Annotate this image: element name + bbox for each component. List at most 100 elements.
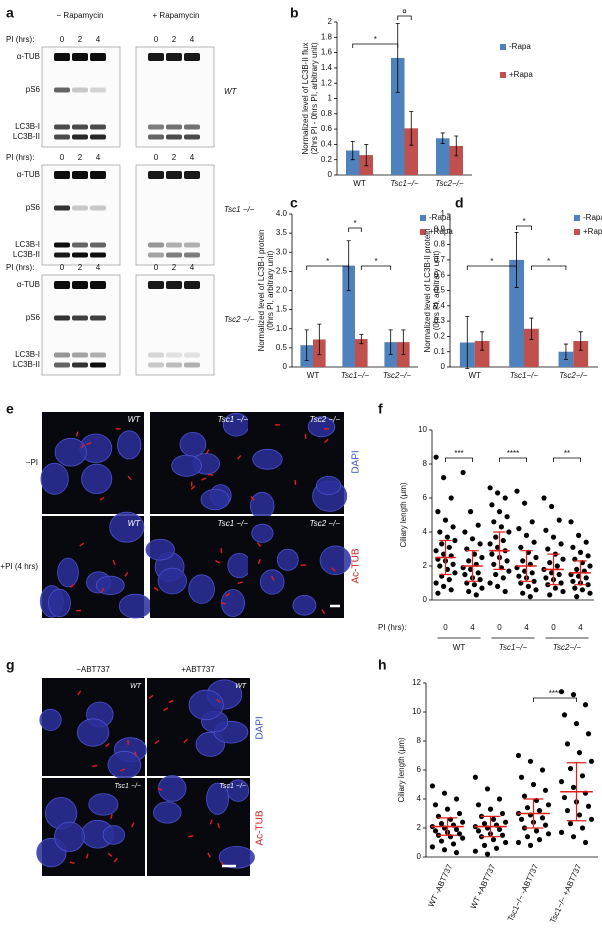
data-point xyxy=(430,783,435,788)
data-point xyxy=(451,841,456,846)
data-point xyxy=(452,570,457,575)
data-point xyxy=(491,519,496,524)
panel-label: e xyxy=(6,401,14,417)
y-tick-label: 3.5 xyxy=(276,228,288,237)
data-point xyxy=(462,572,467,577)
data-point xyxy=(497,509,502,514)
lane-label: 4 xyxy=(190,35,195,44)
data-point xyxy=(488,580,493,585)
y-tick-label: 10 xyxy=(418,425,427,434)
band xyxy=(148,125,164,130)
data-point xyxy=(574,594,579,599)
image-genotype: Tsc1 −/− xyxy=(219,783,246,790)
data-point xyxy=(485,786,490,791)
legend-label: -Rapa xyxy=(583,213,602,222)
data-point xyxy=(449,587,454,592)
band xyxy=(54,363,70,368)
y-tick-label: 2 xyxy=(417,823,422,832)
band xyxy=(54,253,70,258)
band xyxy=(72,206,88,211)
lane-label: 2 xyxy=(78,153,83,162)
data-point xyxy=(506,569,511,574)
data-point xyxy=(560,589,565,594)
band-label: α-TUB xyxy=(17,170,40,179)
data-point xyxy=(443,518,448,523)
data-point xyxy=(518,545,523,550)
data-point xyxy=(543,528,548,533)
data-point xyxy=(489,502,494,507)
nucleus xyxy=(260,570,284,594)
data-point xyxy=(531,782,536,787)
y-tick-label: 2 xyxy=(423,561,428,570)
data-point xyxy=(553,586,558,591)
nucleus xyxy=(77,719,109,746)
band xyxy=(90,363,106,368)
stain-label: DAPI xyxy=(255,716,266,739)
data-point xyxy=(434,455,439,460)
nucleus xyxy=(55,438,86,466)
band xyxy=(54,206,70,211)
data-point xyxy=(503,840,508,845)
band-label: LC3B-II xyxy=(13,360,40,369)
data-point xyxy=(547,592,552,597)
lane-label: 4 xyxy=(96,153,101,162)
band xyxy=(72,253,88,258)
y-axis-title: Normalized level of LC3B-II flux xyxy=(301,42,310,154)
band xyxy=(148,253,164,258)
x-tick-label: Tsc2−/− xyxy=(383,371,411,380)
data-point xyxy=(454,850,459,855)
y-tick-label: 4 xyxy=(423,527,428,536)
band xyxy=(184,363,200,368)
x-tick-label: 4 xyxy=(470,623,475,632)
band xyxy=(166,125,182,130)
nucleus xyxy=(228,553,251,577)
legend-swatch xyxy=(500,72,506,78)
band xyxy=(72,281,88,289)
band xyxy=(148,281,164,289)
data-point xyxy=(491,837,496,842)
data-point xyxy=(516,574,521,579)
data-point xyxy=(522,501,527,506)
lane-label: 2 xyxy=(172,35,177,44)
data-point xyxy=(541,495,546,500)
image-genotype: Tsc1 −/− xyxy=(218,519,249,528)
data-point xyxy=(466,558,471,563)
blot-frame xyxy=(136,275,214,375)
y-tick-label: 1 xyxy=(328,94,333,103)
data-point xyxy=(528,594,533,599)
y-tick-label: 0.5 xyxy=(276,343,288,352)
x-axis-title: PI (hrs): xyxy=(378,623,406,632)
data-point xyxy=(500,811,505,816)
y-tick-label: 1 xyxy=(441,209,446,218)
legend-swatch xyxy=(574,229,580,235)
significance-label: * xyxy=(326,257,329,266)
band xyxy=(184,125,200,130)
data-point xyxy=(476,523,481,528)
data-point xyxy=(452,538,457,543)
data-point xyxy=(568,821,573,826)
data-point xyxy=(528,759,533,764)
band xyxy=(90,316,106,321)
band xyxy=(184,353,200,358)
data-point xyxy=(460,836,465,841)
x-tick-label: Tsc2−/− xyxy=(435,179,463,188)
image-genotype: WT xyxy=(128,415,142,424)
y-tick-label: 10 xyxy=(412,707,421,716)
data-point xyxy=(587,591,592,596)
panel-label: h xyxy=(378,657,387,673)
image-genotype: Tsc2 −/− xyxy=(310,415,341,424)
data-point xyxy=(562,712,567,717)
data-point xyxy=(435,509,440,514)
data-point xyxy=(505,558,510,563)
data-point xyxy=(499,524,504,529)
data-point xyxy=(522,794,527,799)
significance-label: * xyxy=(374,257,377,266)
data-point xyxy=(559,830,564,835)
y-tick-label: 8 xyxy=(423,459,428,468)
band xyxy=(90,125,106,130)
significance-label: ** xyxy=(564,449,570,458)
band xyxy=(54,243,70,248)
data-point xyxy=(449,495,454,500)
data-point xyxy=(530,519,535,524)
column-label: −ABT737 xyxy=(76,665,110,674)
